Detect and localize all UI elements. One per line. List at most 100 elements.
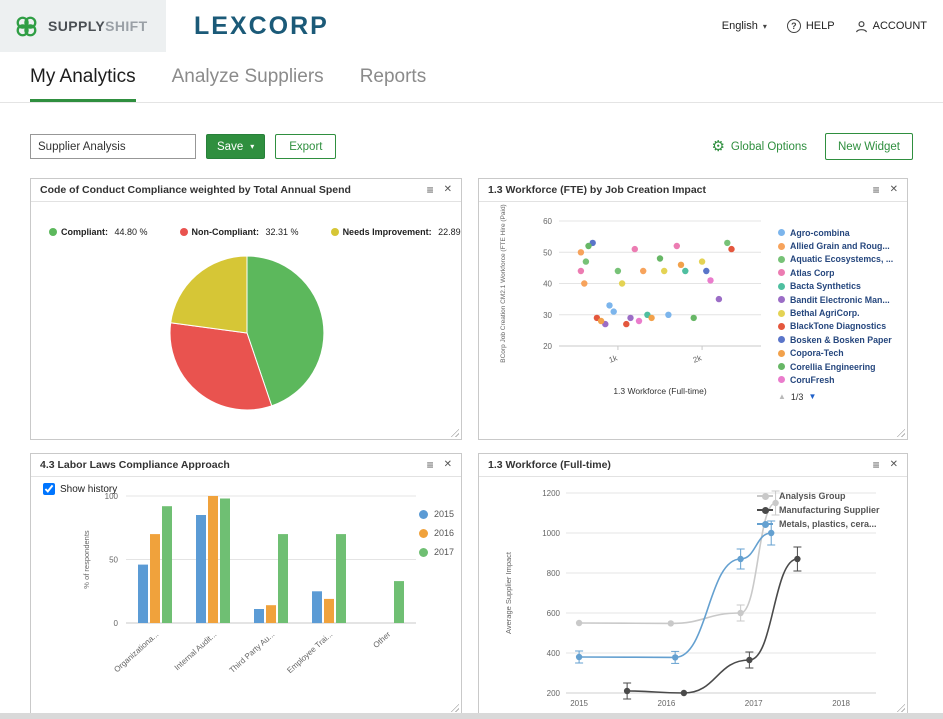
bar[interactable] [220,498,230,624]
widget-menu-icon[interactable]: ≡ [872,458,880,472]
widget-menu-icon[interactable]: ≡ [872,183,880,197]
bar-legend-item[interactable]: 2015 [419,509,454,519]
scatter-legend-item[interactable]: Corellia Engineering [778,360,904,373]
widget-close-icon[interactable]: ✕ [443,184,452,195]
scatter-legend-item[interactable]: Bosken & Bosken Paper [778,333,904,346]
scatter-point[interactable] [677,261,685,268]
scatter-point[interactable] [661,267,668,275]
pager-up-icon[interactable]: ▲ [778,392,786,402]
pie-slice[interactable] [246,255,325,407]
line-point[interactable] [737,555,744,563]
scatter-point[interactable] [707,277,714,284]
scatter-legend-item[interactable]: Aquatic Ecosystemcs, ... [778,253,904,266]
line-series[interactable] [579,532,772,659]
scatter-point[interactable] [631,245,638,253]
scatter-point[interactable] [728,245,735,253]
scatter-chart[interactable]: 20 30 40 50 60 1k 2k 1.3 Workforce (Full-time) B… [479,202,777,439]
bar[interactable] [394,581,404,623]
scatter-point[interactable] [682,267,689,275]
scatter-point[interactable] [577,249,585,256]
line-point[interactable] [768,529,775,537]
scatter-point[interactable] [597,317,605,325]
export-button[interactable]: Export [275,134,337,159]
pager-down-icon[interactable]: ▼ [808,392,817,402]
bar-legend-item[interactable]: 2017 [419,547,454,557]
scatter-point[interactable] [665,311,672,318]
line-point[interactable] [672,654,679,661]
resize-handle-icon[interactable] [896,703,905,712]
scatter-legend-item[interactable]: Bandit Electronic Man... [778,293,904,306]
new-widget-button[interactable]: New Widget [825,133,913,160]
global-options-button[interactable]: ⚙ Global Options [711,139,807,154]
pie-slice[interactable] [170,255,248,334]
line-point[interactable] [575,619,583,627]
tab-analyze-suppliers[interactable]: Analyze Suppliers [171,66,324,87]
supplyshift-logo[interactable]: SUPPLYSHIFT [0,0,166,52]
scatter-point[interactable] [690,314,697,322]
line-legend-item[interactable]: Metals, plastics, cera... [757,517,880,531]
language-selector[interactable]: English ▾ [722,20,767,32]
tab-my-analytics[interactable]: My Analytics [30,66,136,102]
scatter-point[interactable] [618,280,626,287]
scatter-legend-item[interactable]: Copora-Tech [778,347,904,360]
bar[interactable] [324,598,334,623]
line-point[interactable] [794,555,801,563]
scatter-point[interactable] [585,242,592,250]
account-button[interactable]: ACCOUNT [855,20,927,33]
line-point[interactable] [746,656,753,664]
scatter-point[interactable] [610,308,617,315]
scatter-point[interactable] [581,280,588,287]
line-point[interactable] [623,687,631,695]
scatter-point[interactable] [648,314,655,322]
bar[interactable] [336,534,346,623]
scatter-point[interactable] [614,267,622,275]
scatter-point[interactable] [635,317,643,325]
line-point[interactable] [680,689,688,697]
scatter-point[interactable] [715,295,723,303]
resize-handle-icon[interactable] [450,428,459,437]
widget-close-icon[interactable]: ✕ [889,459,898,470]
scatter-point[interactable] [640,267,647,275]
bar[interactable] [266,605,276,623]
scatter-legend-item[interactable]: Allied Grain and Roug... [778,239,904,252]
scatter-point[interactable] [656,255,664,262]
pie-legend-item[interactable]: Non-Compliant: 32.31 % [179,227,299,237]
line-chart[interactable]: 200 400 600 800 1000 1200 2015 2016 2017 2018 Aver… [479,477,907,714]
widget-close-icon[interactable]: ✕ [889,184,898,195]
bar[interactable] [138,564,148,623]
scatter-legend-item[interactable]: Bacta Synthetics [778,280,904,293]
scatter-point[interactable] [577,267,585,275]
bar[interactable] [162,506,172,623]
pie-chart[interactable] [31,237,461,439]
line-legend-item[interactable]: Manufacturing Supplier [757,503,880,517]
bar[interactable] [278,534,288,623]
bar-legend-item[interactable]: 2016 [419,528,454,538]
scatter-point[interactable] [623,320,630,328]
scatter-point[interactable] [582,258,590,265]
scatter-legend-item[interactable]: CoruFresh [778,373,904,386]
widget-menu-icon[interactable]: ≡ [426,183,434,197]
bar[interactable] [208,496,218,623]
scatter-legend-item[interactable]: Agro-combina [778,226,904,239]
bar-chart[interactable]: 0 50 100 Organizationa... Internal Audit... T… [31,477,461,714]
resize-handle-icon[interactable] [450,703,459,712]
show-history-checkbox[interactable] [43,483,55,495]
line-point[interactable] [737,609,744,617]
bar[interactable] [150,534,160,623]
scatter-point[interactable] [703,267,710,275]
line-series[interactable] [579,502,776,625]
bar[interactable] [254,609,264,623]
scatter-point[interactable] [724,239,731,247]
scatter-point[interactable] [673,242,680,250]
line-legend-item[interactable]: Analysis Group [757,489,880,503]
save-button[interactable]: Save ▾ [206,134,266,159]
pie-slice[interactable] [169,322,273,411]
analysis-name-input[interactable] [30,134,196,159]
scatter-legend-item[interactable]: BlackTone Diagnostics [778,320,904,333]
line-series[interactable] [627,558,798,694]
help-button[interactable]: ? HELP [786,19,835,33]
scatter-legend-item[interactable]: Bethal AgriCorp. [778,306,904,319]
tab-reports[interactable]: Reports [359,66,427,87]
bar[interactable] [312,591,322,624]
scatter-legend-item[interactable]: Atlas Corp [778,266,904,279]
